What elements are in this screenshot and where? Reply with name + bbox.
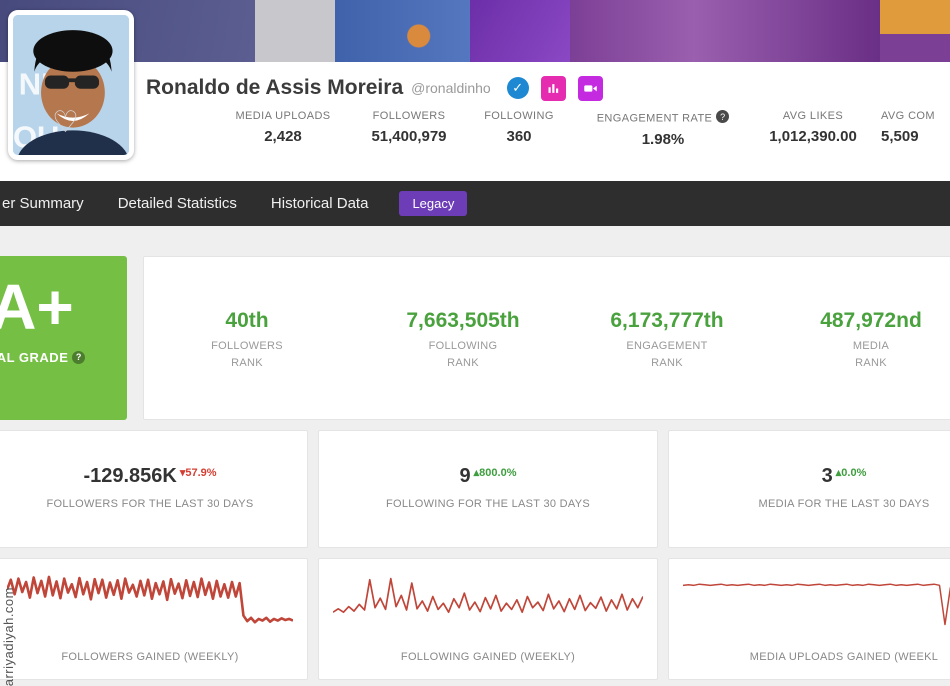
rank-label: RANK: [231, 357, 263, 369]
profile-stats: MEDIA UPLOADS 2,428 FOLLOWERS 51,400,979…: [0, 110, 950, 160]
statistics-icon-button[interactable]: [540, 75, 566, 101]
stat-value: 5,509: [881, 128, 919, 145]
help-icon[interactable]: ?: [716, 110, 730, 123]
nav-detailed-statistics[interactable]: Detailed Statistics: [117, 195, 237, 212]
engagement-rank: 6,173,777th ENGAGEMENT RANK: [567, 309, 767, 369]
followers-weekly-sparkline: [7, 571, 293, 631]
rank-label: FOLLOWING: [428, 340, 498, 352]
grade-label: OTAL GRADE: [0, 350, 69, 366]
media-30d-delta: ▴0.0%: [835, 467, 867, 479]
banner-segment: [335, 0, 470, 62]
profile-title-row: Ronaldo de Assis Moreira @ronaldinho ✓: [146, 74, 603, 102]
legacy-button[interactable]: Legacy: [399, 191, 468, 216]
rank-label: ENGAGEMENT: [626, 340, 708, 352]
rank-value: 487,972nd: [820, 309, 922, 332]
value-row: 3 ▴0.0%: [669, 465, 950, 488]
stat-label: AVG LIKES: [782, 110, 844, 122]
banner-image: [0, 0, 950, 62]
stat-following: FOLLOWING 360: [464, 110, 574, 145]
watermark: arriyadiyah.com: [1, 586, 16, 686]
followers-30d-label: FOLLOWERS FOR THE LAST 30 DAYS: [46, 498, 254, 510]
followers-30d-value: -129.856K: [83, 465, 177, 487]
nav-user-summary[interactable]: er Summary: [2, 195, 84, 212]
rank-label: FOLLOWERS: [211, 340, 283, 352]
following-weekly-sparkline: [333, 571, 643, 631]
stat-value: 360: [506, 128, 532, 145]
main-content: A+ OTAL GRADE? 40th FOLLOWERS RANK 7,663…: [0, 226, 950, 686]
following-rank: 7,663,505th FOLLOWING RANK: [363, 309, 563, 369]
stat-avg-likes: AVG LIKES 1,012,390.00: [748, 110, 878, 145]
media-weekly-label: MEDIA UPLOADS GAINED (WEEKL: [749, 651, 939, 663]
ranks-card: 40th FOLLOWERS RANK 7,663,505th FOLLOWIN…: [143, 256, 950, 420]
favorite-heart-icon[interactable]: ♡: [52, 106, 79, 139]
banner-segment: [470, 0, 570, 62]
followers-30d-card: -129.856K ▾57.9% FOLLOWERS FOR THE LAST 3…: [0, 430, 308, 548]
banner-segment: [880, 0, 950, 62]
media-weekly-chart-card: MEDIA UPLOADS GAINED (WEEKL: [668, 558, 950, 680]
grade-label-row: OTAL GRADE?: [0, 350, 127, 365]
avatar-illustration: NE OU: [13, 15, 129, 155]
followers-weekly-chart-card: FOLLOWERS GAINED (WEEKLY): [0, 558, 308, 680]
profile-name: Ronaldo de Assis Moreira: [146, 76, 404, 99]
rank-label: RANK: [855, 357, 887, 369]
rank-value: 7,663,505th: [406, 309, 520, 332]
rank-label: RANK: [651, 357, 683, 369]
stat-label: MEDIA UPLOADS: [235, 110, 331, 122]
rank-value: 40th: [225, 309, 269, 332]
rank-label: RANK: [447, 357, 479, 369]
grade-value: A+: [0, 271, 74, 343]
main-nav: er Summary Detailed Statistics Historica…: [0, 181, 950, 226]
banner-segment: [570, 0, 880, 62]
stat-value: 1.98%: [641, 130, 685, 148]
media-weekly-sparkline: [683, 571, 950, 631]
following-30d-card: 9 ▴800.0% FOLLOWING FOR THE LAST 30 DAYS: [318, 430, 658, 548]
stat-avg-comments: AVG COM 5,509: [881, 110, 950, 145]
following-30d-value: 9: [459, 465, 471, 487]
value-row: -129.856K ▾57.9%: [0, 465, 307, 488]
rank-value: 6,173,777th: [610, 309, 724, 332]
video-camera-icon: [583, 84, 597, 92]
value-row: 9 ▴800.0%: [319, 465, 657, 488]
stat-value: 51,400,979: [371, 128, 447, 145]
total-grade-card: A+ OTAL GRADE?: [0, 256, 127, 420]
stat-label: FOLLOWING: [484, 110, 554, 122]
stat-followers: FOLLOWERS 51,400,979: [349, 110, 469, 145]
stat-value: 2,428: [264, 128, 302, 145]
followers-weekly-label: FOLLOWERS GAINED (WEEKLY): [61, 651, 239, 663]
following-30d-delta: ▴800.0%: [473, 467, 517, 479]
following-30d-label: FOLLOWING FOR THE LAST 30 DAYS: [386, 498, 590, 510]
banner-segment: [255, 0, 335, 62]
following-weekly-label: FOLLOWING GAINED (WEEKLY): [400, 651, 576, 663]
media-30d-value: 3: [821, 465, 833, 487]
verified-badge-icon: ✓: [506, 77, 529, 99]
video-icon-button[interactable]: [577, 75, 603, 101]
grade-help-icon[interactable]: ?: [72, 350, 86, 364]
stat-value: 1,012,390.00: [769, 128, 857, 145]
stat-label: ENGAGEMENT RATE?: [584, 110, 742, 125]
stat-label: AVG COM: [881, 110, 935, 122]
stat-label: FOLLOWERS: [372, 110, 446, 122]
media-rank: 487,972nd MEDIA RANK: [771, 309, 950, 369]
avatar: NE OU: [8, 10, 134, 160]
bar-chart-icon: [548, 83, 558, 93]
stat-media-uploads: MEDIA UPLOADS 2,428: [213, 110, 353, 145]
following-weekly-chart-card: FOLLOWING GAINED (WEEKLY): [318, 558, 658, 680]
stat-engagement-rate: ENGAGEMENT RATE? 1.98%: [584, 110, 742, 148]
rank-label: MEDIA: [852, 340, 890, 352]
followers-30d-delta: ▾57.9%: [179, 467, 217, 479]
followers-rank: 40th FOLLOWERS RANK: [147, 309, 347, 369]
profile-handle: @ronaldinho: [411, 80, 491, 96]
media-30d-label: MEDIA FOR THE LAST 30 DAYS: [758, 498, 930, 510]
media-30d-card: 3 ▴0.0% MEDIA FOR THE LAST 30 DAYS: [668, 430, 950, 548]
nav-historical-data[interactable]: Historical Data: [270, 195, 369, 212]
